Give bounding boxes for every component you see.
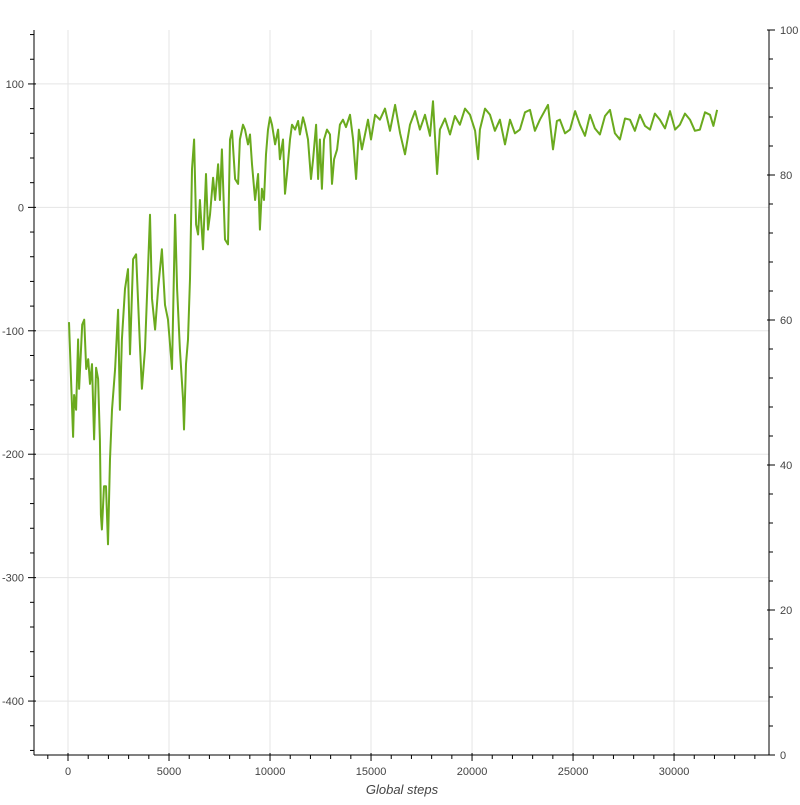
x-tick-label: 30000	[659, 766, 690, 778]
y2-tick-label: 40	[780, 460, 792, 472]
axes: 0 5000 10000 15000 20000 25000 30000 100 0 -100 -2…	[2, 25, 798, 778]
y-tick-label: -300	[2, 573, 24, 585]
line-layer	[68, 100, 719, 546]
x-tick-label: 10000	[255, 766, 286, 778]
x-tick-label: 20000	[457, 766, 488, 778]
y-tick-label: 0	[18, 202, 24, 214]
y2-tick-label: 60	[780, 315, 792, 327]
y-tick-label: -400	[2, 696, 24, 708]
grid	[35, 30, 769, 755]
y2-tick-label: 20	[780, 605, 792, 617]
x-tick-label: 15000	[356, 766, 387, 778]
series-line	[68, 100, 719, 546]
x-tick-label: 25000	[558, 766, 589, 778]
x-tick-label: 0	[65, 766, 71, 778]
x-axis-label: Global steps	[366, 782, 439, 797]
y-tick-label: 100	[6, 79, 24, 91]
y2-tick-label: 100	[780, 25, 798, 37]
y2-tick-label: 0	[780, 750, 786, 762]
y2-tick-label: 80	[780, 170, 792, 182]
y-tick-label: -100	[2, 326, 24, 338]
x-tick-label: 5000	[157, 766, 181, 778]
y-tick-label: -200	[2, 449, 24, 461]
